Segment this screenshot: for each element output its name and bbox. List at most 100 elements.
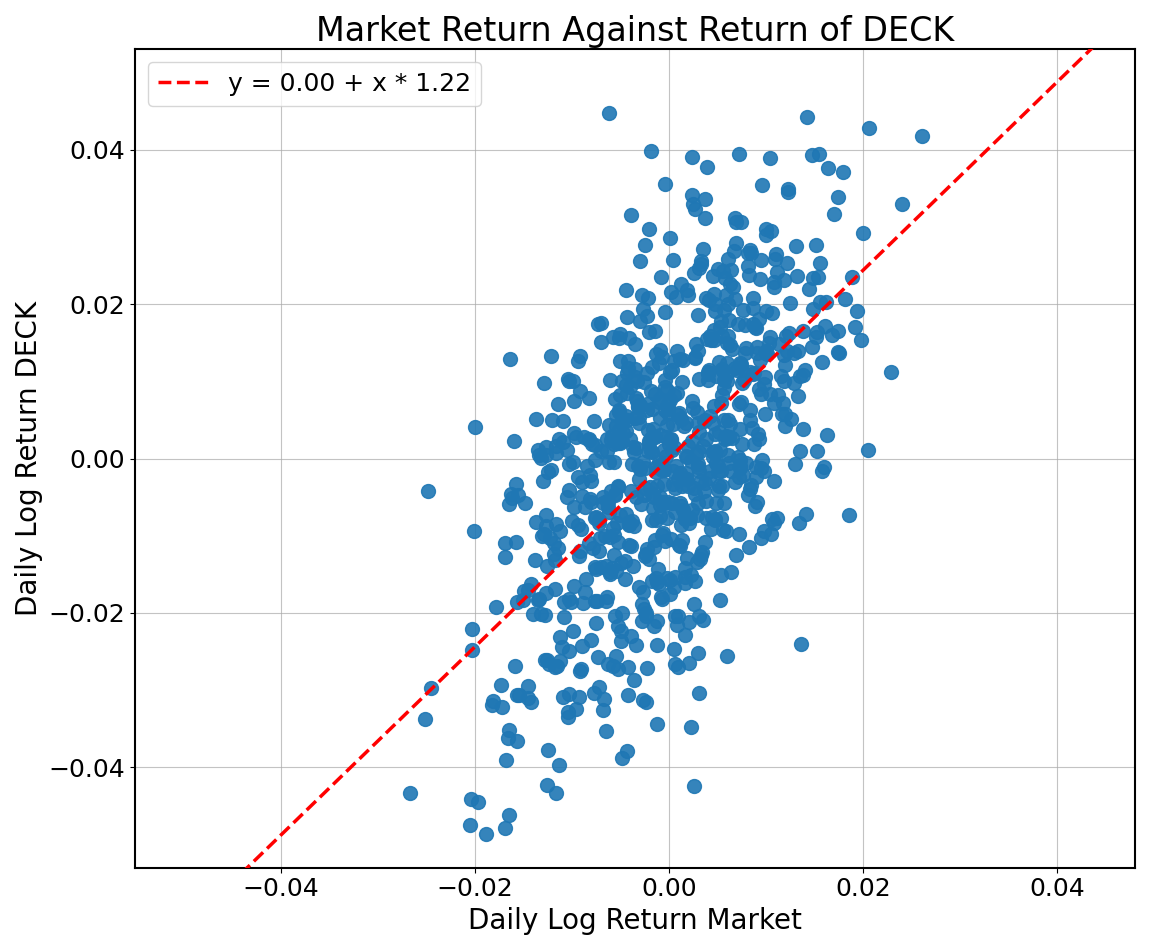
Point [643, 359, 661, 374]
Point [666, 656, 684, 672]
Point [649, 614, 667, 629]
Point [754, 377, 773, 392]
Point [600, 372, 619, 388]
Point [659, 405, 677, 420]
Point [508, 733, 527, 749]
Point [636, 608, 654, 623]
Point [629, 398, 647, 413]
Point [536, 653, 554, 668]
Point [715, 412, 734, 428]
Point [811, 256, 829, 271]
Point [726, 210, 744, 225]
Point [585, 437, 604, 452]
Point [658, 510, 676, 525]
Point [647, 574, 666, 589]
Point [790, 443, 808, 458]
Point [675, 509, 693, 524]
Point [597, 559, 615, 574]
Point [611, 327, 629, 342]
Point [477, 826, 496, 842]
Point [560, 644, 578, 659]
Point [592, 315, 611, 331]
Point [636, 548, 654, 563]
Point [693, 241, 712, 256]
Point [702, 522, 720, 537]
Point [753, 452, 772, 467]
Point [598, 443, 616, 458]
Point [829, 345, 848, 360]
Point [597, 593, 615, 608]
Point [542, 463, 560, 478]
Point [595, 496, 613, 511]
Point [670, 539, 689, 554]
Point [632, 596, 651, 611]
X-axis label: Daily Log Return Market: Daily Log Return Market [468, 907, 802, 935]
Point [462, 642, 481, 657]
Point [605, 548, 623, 563]
Point [733, 436, 751, 451]
Point [636, 481, 654, 496]
Point [721, 263, 739, 278]
Point [554, 609, 573, 624]
Point [813, 354, 831, 370]
Point [612, 623, 630, 638]
Point [630, 409, 649, 425]
Point [606, 486, 624, 502]
Point [611, 404, 629, 419]
Point [624, 440, 643, 455]
Point [486, 599, 505, 615]
Point [652, 590, 670, 605]
Point [591, 531, 610, 546]
Point [814, 459, 833, 474]
Point [665, 440, 683, 455]
Point [696, 535, 714, 550]
Point [573, 474, 591, 489]
Point [598, 499, 616, 514]
Point [731, 360, 750, 375]
Point [675, 569, 693, 584]
Point [537, 778, 555, 793]
Point [780, 326, 798, 341]
Point [615, 553, 634, 568]
Point [711, 443, 729, 458]
Point [666, 289, 684, 304]
Point [465, 523, 483, 539]
Point [529, 592, 547, 607]
Point [781, 295, 799, 311]
Point [634, 455, 652, 470]
Point [651, 508, 669, 523]
Point [519, 691, 537, 706]
Point [553, 413, 572, 428]
Point [643, 430, 661, 446]
Point [689, 307, 707, 322]
Point [711, 319, 729, 334]
Point [622, 513, 641, 528]
Point [539, 742, 558, 757]
Point [558, 443, 576, 458]
Point [596, 528, 614, 543]
Point [604, 658, 622, 674]
Point [598, 493, 616, 508]
Point [500, 352, 519, 367]
Point [681, 510, 699, 525]
Point [645, 324, 664, 339]
Point [639, 221, 658, 237]
Point [606, 392, 624, 408]
Point [650, 455, 668, 470]
Point [554, 434, 573, 449]
Point [721, 276, 739, 292]
Point [674, 352, 692, 368]
Point [683, 187, 702, 202]
Point [742, 246, 760, 261]
Point [859, 443, 877, 458]
Point [749, 426, 767, 441]
Point [685, 597, 704, 612]
Point [613, 434, 631, 449]
Point [690, 609, 708, 624]
Point [589, 316, 607, 332]
Point [678, 471, 697, 486]
Point [575, 429, 593, 445]
Point [712, 568, 730, 583]
Point [573, 488, 591, 504]
Point [712, 314, 730, 329]
